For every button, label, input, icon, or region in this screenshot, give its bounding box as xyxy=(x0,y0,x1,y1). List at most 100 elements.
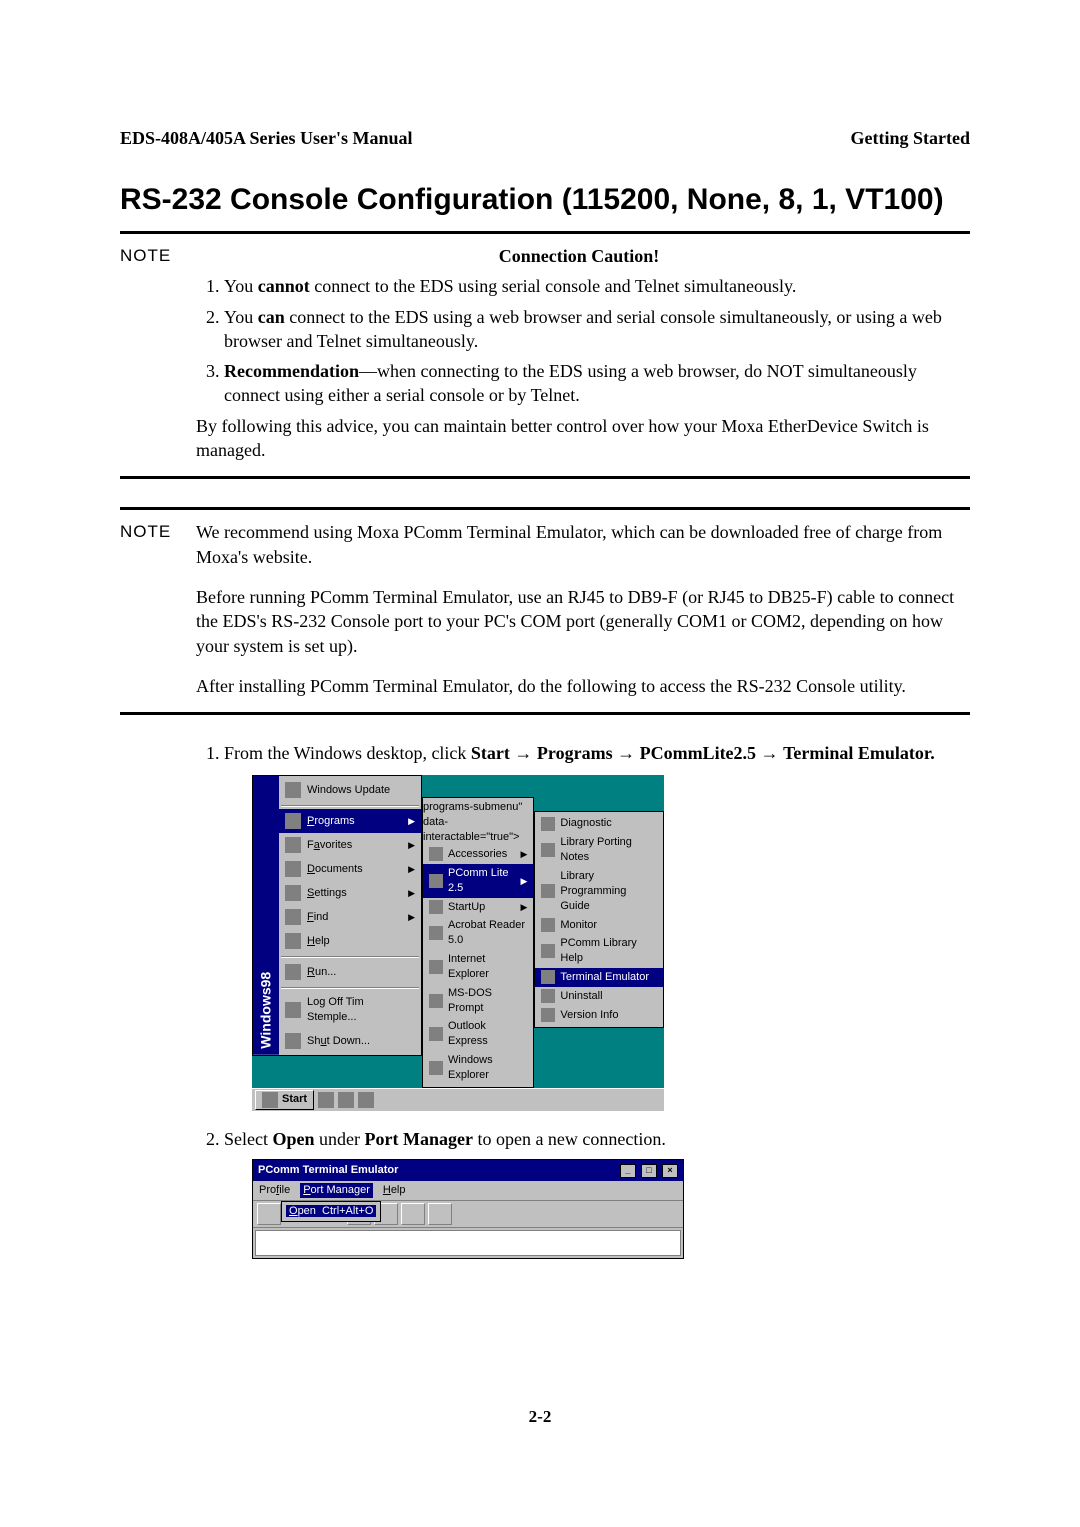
help-icon xyxy=(285,933,301,949)
caution-item-3: Recommendation—when connecting to the ED… xyxy=(224,359,962,408)
uninstall-icon xyxy=(541,989,555,1003)
run-icon xyxy=(285,964,301,980)
sub-item-outlook[interactable]: Outlook Express xyxy=(423,1017,533,1051)
close-button[interactable]: × xyxy=(662,1164,678,1178)
quicklaunch-icon[interactable] xyxy=(338,1092,354,1108)
pcomm-client-area xyxy=(255,1230,681,1256)
info-icon xyxy=(541,1008,555,1022)
maximize-button[interactable]: □ xyxy=(641,1164,657,1178)
win98-screenshot: Windows98 Windows Update PProgramsrogram… xyxy=(252,775,664,1110)
note-box-connection-caution: NOTE Connection Caution! You cannot conn… xyxy=(120,231,970,479)
sub-item-msdos[interactable]: MS-DOS Prompt xyxy=(423,984,533,1018)
toolbar-button[interactable] xyxy=(401,1203,425,1225)
caution-closing: By following this advice, you can mainta… xyxy=(196,414,962,463)
minimize-button[interactable]: _ xyxy=(620,1164,636,1178)
outlook-icon xyxy=(429,1027,443,1041)
programs-icon xyxy=(285,813,301,829)
sub-item-explorer[interactable]: Windows Explorer xyxy=(423,1051,533,1085)
sub-item-startup[interactable]: StartUp▶ xyxy=(423,898,533,917)
start-item-find[interactable]: Find▶ xyxy=(279,905,421,929)
sub-item-diagnostic[interactable]: Diagnostic xyxy=(535,814,663,833)
note-box-pcomm-info: NOTE We recommend using Moxa PComm Termi… xyxy=(120,507,970,715)
pcomm-window: PComm Terminal Emulator _ □ × Profile Po… xyxy=(252,1159,684,1259)
logoff-icon xyxy=(285,1002,301,1018)
manual-title: EDS-408A/405A Series User's Manual xyxy=(120,128,413,149)
doc-icon xyxy=(541,884,555,898)
quicklaunch-icon[interactable] xyxy=(318,1092,334,1108)
settings-icon xyxy=(285,885,301,901)
sub-item-ie[interactable]: Internet Explorer xyxy=(423,950,533,984)
start-item-windows-update[interactable]: Windows Update xyxy=(279,778,421,802)
titlebar-buttons[interactable]: _ □ × xyxy=(618,1163,678,1178)
start-item-favorites[interactable]: Favorites▶ xyxy=(279,833,421,857)
start-item-help[interactable]: Help xyxy=(279,929,421,953)
caution-item-1: You cannot connect to the EDS using seri… xyxy=(224,274,962,298)
sub-item-acrobat[interactable]: Acrobat Reader 5.0 xyxy=(423,916,533,950)
terminal-icon xyxy=(541,970,555,984)
port-manager-dropdown[interactable]: Open Ctrl+Alt+O xyxy=(281,1201,381,1222)
documents-icon xyxy=(285,861,301,877)
monitor-icon xyxy=(541,918,555,932)
msdos-icon xyxy=(429,994,443,1008)
submenu-arrow-icon: ▶ xyxy=(408,815,415,827)
sub-item-uninstall[interactable]: Uninstall xyxy=(535,987,663,1006)
sub-item-pcomm-help[interactable]: PComm Library Help xyxy=(535,934,663,968)
page-number: 2-2 xyxy=(0,1407,1080,1427)
sub-item-lib-porting[interactable]: Library Porting Notes xyxy=(535,833,663,867)
note-body: We recommend using Moxa PComm Terminal E… xyxy=(196,520,962,698)
section-title: Getting Started xyxy=(851,128,970,149)
diag-icon xyxy=(541,817,555,831)
step-list: From the Windows desktop, click Start → … xyxy=(196,741,970,1259)
start-item-settings[interactable]: Settings▶ xyxy=(279,881,421,905)
menu-help[interactable]: Help xyxy=(383,1183,406,1198)
start-item-run[interactable]: Run... xyxy=(279,960,421,984)
note-body: Connection Caution! You cannot connect t… xyxy=(196,244,962,462)
start-item-documents[interactable]: Documents▶ xyxy=(279,857,421,881)
pcomm-title-text: PComm Terminal Emulator xyxy=(258,1163,398,1178)
windows-update-icon xyxy=(285,782,301,798)
windows98-banner: Windows98 xyxy=(253,776,279,1055)
dropdown-open[interactable]: Open Ctrl+Alt+O xyxy=(286,1205,376,1217)
doc-icon xyxy=(541,843,555,857)
note2-para-3: After installing PComm Terminal Emulator… xyxy=(196,674,962,698)
sub-item-lib-prog-guide[interactable]: Library Programming Guide xyxy=(535,867,663,916)
toolbar-button[interactable] xyxy=(428,1203,452,1225)
running-head: EDS-408A/405A Series User's Manual Getti… xyxy=(120,128,970,149)
caution-item-2: You can connect to the EDS using a web b… xyxy=(224,305,962,354)
windows-logo-icon xyxy=(262,1092,278,1108)
sub-item-monitor[interactable]: Monitor xyxy=(535,916,663,935)
start-item-programs[interactable]: PProgramsrograms ▶ xyxy=(279,809,421,833)
menu-profile[interactable]: Profile xyxy=(259,1183,290,1198)
sub-item-accessories[interactable]: Accessories▶ xyxy=(423,845,533,864)
start-item-logoff[interactable]: Log Off Tim Stemple... xyxy=(279,991,421,1029)
find-icon xyxy=(285,909,301,925)
caution-list: You cannot connect to the EDS using seri… xyxy=(196,274,962,407)
menu-port-manager[interactable]: Port Manager xyxy=(300,1183,373,1198)
pcomm-submenu[interactable]: Diagnostic Library Porting Notes Library… xyxy=(534,811,664,1027)
note-label: NOTE xyxy=(120,244,196,462)
ie-icon xyxy=(429,960,443,974)
start-item-shutdown[interactable]: Shut Down... xyxy=(279,1029,421,1053)
folder-icon xyxy=(429,900,443,914)
sub-item-version-info[interactable]: Version Info xyxy=(535,1006,663,1025)
sub-item-terminal-emulator[interactable]: Terminal Emulator xyxy=(535,968,663,987)
note-label: NOTE xyxy=(120,520,196,698)
taskbar[interactable]: Start xyxy=(252,1088,664,1111)
quicklaunch-icon[interactable] xyxy=(358,1092,374,1108)
folder-icon xyxy=(429,847,443,861)
sub-item-pcomm-lite[interactable]: PComm Lite 2.5▶ xyxy=(423,864,533,898)
manual-page: EDS-408A/405A Series User's Manual Getti… xyxy=(0,0,1080,1527)
shutdown-icon xyxy=(285,1033,301,1049)
favorites-icon xyxy=(285,837,301,853)
start-button[interactable]: Start xyxy=(255,1090,314,1110)
note2-para-2: Before running PComm Terminal Emulator, … xyxy=(196,585,962,658)
pcomm-titlebar[interactable]: PComm Terminal Emulator _ □ × xyxy=(253,1160,683,1181)
acrobat-icon xyxy=(429,926,443,940)
step-2: Select Open under Port Manager to open a… xyxy=(224,1127,970,1259)
pcomm-menubar[interactable]: Profile Port Manager Help xyxy=(253,1181,683,1201)
start-menu[interactable]: Windows98 Windows Update PProgramsrogram… xyxy=(252,775,422,1056)
pcomm-toolbar[interactable]: Open Ctrl+Alt+O xyxy=(253,1201,683,1228)
explorer-icon xyxy=(429,1061,443,1075)
note2-para-1: We recommend using Moxa PComm Terminal E… xyxy=(196,520,962,569)
toolbar-button[interactable] xyxy=(257,1203,281,1225)
